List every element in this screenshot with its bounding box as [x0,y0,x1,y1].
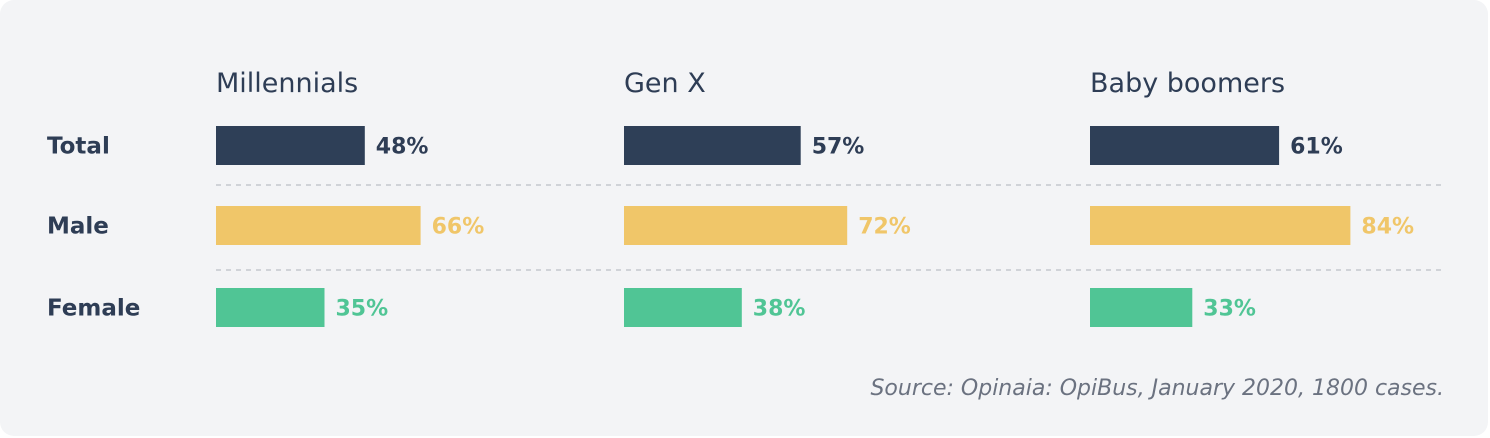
column-title: Baby boomers [1090,68,1285,99]
source-note: Source: Opinaia: OpiBus, January 2020, 1… [870,376,1444,401]
bar [1090,126,1280,165]
bar [216,126,365,165]
data-label: 38% [753,297,806,322]
value-labels: 48% 66% 35% 57% 72% 38% 61% 84% 33% [336,135,1415,322]
row-label: Male [47,214,109,240]
data-label: 48% [376,135,429,160]
row-label: Total [47,134,110,160]
row-labels: Total Male Female [47,134,140,322]
data-label: 72% [858,215,911,240]
bar [1090,206,1351,245]
data-label: 57% [812,135,865,160]
bar [1090,288,1193,327]
data-label: 84% [1361,215,1414,240]
column-title: Millennials [216,68,358,99]
bar [216,206,421,245]
bar [216,288,325,327]
data-label: 33% [1203,297,1256,322]
bar [624,288,742,327]
bar [624,126,801,165]
row-label: Female [47,296,140,322]
data-label: 61% [1290,135,1343,160]
column-titles: Millennials Gen X Baby boomers [216,68,1285,99]
data-label: 66% [432,215,485,240]
row-separators [216,184,1444,271]
data-label: 35% [336,297,389,322]
column-title: Gen X [624,68,706,99]
bar [624,206,848,245]
bars [216,126,1351,327]
